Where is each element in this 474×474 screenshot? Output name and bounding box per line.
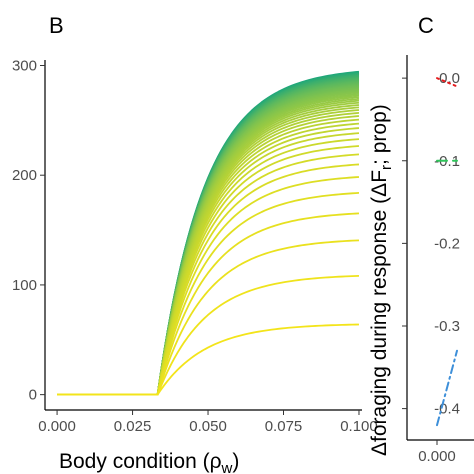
panel-b-y-ticks: 0 100 200 300: [12, 57, 45, 404]
panel-b-series-line: [57, 97, 360, 396]
panel-b-x-tick-label: 0.075: [265, 418, 303, 435]
panel-b-series-line: [57, 192, 360, 396]
panel-c-y-axis-title-close: ; prop): [368, 104, 391, 165]
panel-b-x-axis-title: Body condition (ρw): [59, 450, 239, 474]
panel-letter-b: B: [49, 13, 64, 38]
panel-b-series-line: [57, 109, 360, 396]
panel-b-y-tick-label: 100: [12, 277, 37, 294]
panel-c-y-tick-label: -0.4: [434, 401, 460, 418]
panel-letter-c: C: [418, 13, 434, 38]
panel-b-x-tick-label: 0.025: [114, 418, 152, 435]
panel-b-x-tick-label: 0.050: [189, 418, 227, 435]
panel-b-series-line: [57, 138, 360, 396]
panel-b-series-lines: [57, 70, 360, 396]
panel-c-y-axis-title-main: Δforaging during response (ΔF: [368, 170, 391, 456]
panel-b: B 0 100 200 300 0.000 0.025 0.050 0.075 0.100 B…: [12, 13, 378, 474]
panel-c-series-line-dotted: [436, 77, 458, 88]
panel-b-series-line: [57, 132, 360, 396]
panel-c: C Δforaging during response (ΔFr; prop) …: [368, 13, 474, 465]
panel-b-x-ticks: 0.000 0.025 0.050 0.075 0.100: [38, 410, 378, 435]
panel-b-x-axis-title-main: Body condition (ρ: [59, 450, 222, 473]
panel-c-x-ticks: 0.000: [418, 440, 456, 465]
panel-c-y-tick-label: -0.3: [434, 318, 460, 335]
panel-b-series-line: [57, 163, 360, 396]
panel-b-series-line: [57, 323, 359, 396]
panel-b-x-axis-title-close: ): [232, 450, 239, 473]
panel-b-y-tick-label: 200: [12, 167, 37, 184]
panel-b-series-line: [57, 118, 360, 396]
panel-b-series-line: [57, 127, 360, 396]
panel-c-y-axis-title: Δforaging during response (ΔFr; prop): [368, 104, 395, 456]
panel-b-y-tick-label: 0: [29, 387, 37, 404]
panel-c-series-line-dashdot: [436, 349, 458, 427]
panel-b-series-line: [57, 96, 360, 396]
panel-b-series-line: [57, 88, 360, 396]
panel-b-series-line: [57, 145, 360, 396]
panel-b-series-line: [57, 106, 360, 396]
panel-b-x-axis-title-subscript: w: [221, 460, 233, 474]
panel-b-series-line: [57, 90, 360, 396]
panel-b-series-line: [57, 111, 360, 396]
panel-b-y-tick-label: 300: [12, 57, 37, 74]
panel-b-series-line: [57, 274, 360, 396]
panel-c-y-axis-title-subscript: r: [378, 165, 395, 170]
panel-b-series-line: [57, 153, 360, 396]
panel-b-x-tick-label: 0.100: [340, 418, 378, 435]
panel-b-series-line: [57, 94, 360, 396]
panel-b-series-line: [57, 176, 360, 396]
panel-c-y-tick-label: 0.0: [439, 70, 460, 87]
panel-c-y-ticks: 0.0-0.1-0.2-0.3-0.4: [402, 70, 460, 418]
panel-b-series-line: [57, 115, 360, 396]
panel-c-x-tick-label: 0.000: [418, 448, 456, 465]
panel-c-series-lines: [436, 77, 458, 427]
panel-b-series-line: [57, 239, 360, 396]
panel-b-series-line: [57, 212, 360, 396]
panel-c-y-tick-label: -0.2: [434, 235, 460, 252]
panel-b-x-tick-label: 0.000: [38, 418, 76, 435]
